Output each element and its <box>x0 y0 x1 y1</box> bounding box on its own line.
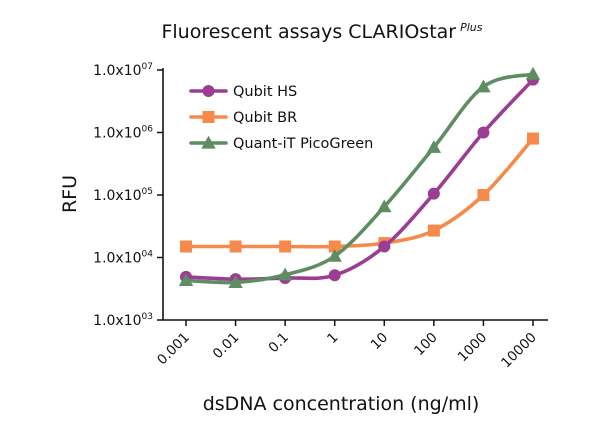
plot-area: 1.0x1003 1.0x1004 1.0x1005 1.0x1006 1.0x1007… <box>93 62 548 371</box>
data-point <box>427 187 440 200</box>
legend-label: Qubit BR <box>233 110 297 126</box>
x-axis-label: dsDNA concentration (ng/ml) <box>203 393 480 415</box>
data-point <box>328 240 341 253</box>
y-tick-label: 1.0x1003 <box>93 312 153 329</box>
data-point <box>229 240 242 253</box>
legend-marker <box>201 135 216 149</box>
x-tick-label: 10000 <box>498 330 540 372</box>
data-point <box>178 273 194 287</box>
data-point <box>180 240 192 253</box>
data-point <box>427 224 440 237</box>
y-tick-label: 1.0x1005 <box>93 187 153 204</box>
data-point <box>228 275 243 288</box>
data-point <box>476 79 491 93</box>
legend-marker <box>202 85 215 97</box>
x-tick-label: 10 <box>368 330 391 353</box>
x-tick-label: 0.01 <box>210 330 243 363</box>
x-tick-label: 1 <box>324 330 341 347</box>
legend-label: Quant-iT PicoGreen <box>233 136 373 152</box>
x-tick-label: 1000 <box>455 330 491 366</box>
data-point <box>477 189 490 201</box>
chart-title-superscript: Plus <box>460 21 483 34</box>
data-point <box>477 126 490 139</box>
legend: Qubit HS Qubit BR Quant-iT PicoGreen <box>189 84 373 152</box>
data-point <box>377 199 392 213</box>
x-tick-label: 100 <box>411 330 441 360</box>
x-tick-label: 0.001 <box>154 330 193 369</box>
chart-title-main: Fluorescent assays CLARIOstar <box>161 21 456 43</box>
y-tick-label: 1.0x1004 <box>93 250 153 267</box>
y-tick-label: 1.0x1006 <box>93 125 153 142</box>
data-point <box>378 240 391 253</box>
y-axis-label: RFU <box>59 175 81 213</box>
data-point <box>277 267 293 281</box>
chart-title: Fluorescent assays CLARIOstar Plus <box>161 21 482 43</box>
data-point <box>328 269 341 282</box>
x-tick-label: 0.1 <box>265 330 292 357</box>
data-point <box>525 66 541 80</box>
legend-marker <box>202 111 215 123</box>
legend-label: Qubit HS <box>233 84 297 100</box>
data-point <box>279 240 292 253</box>
data-point <box>327 248 342 262</box>
data-point <box>527 132 539 145</box>
data-point <box>426 140 442 153</box>
y-tick-label: 1.0x1007 <box>93 62 153 79</box>
